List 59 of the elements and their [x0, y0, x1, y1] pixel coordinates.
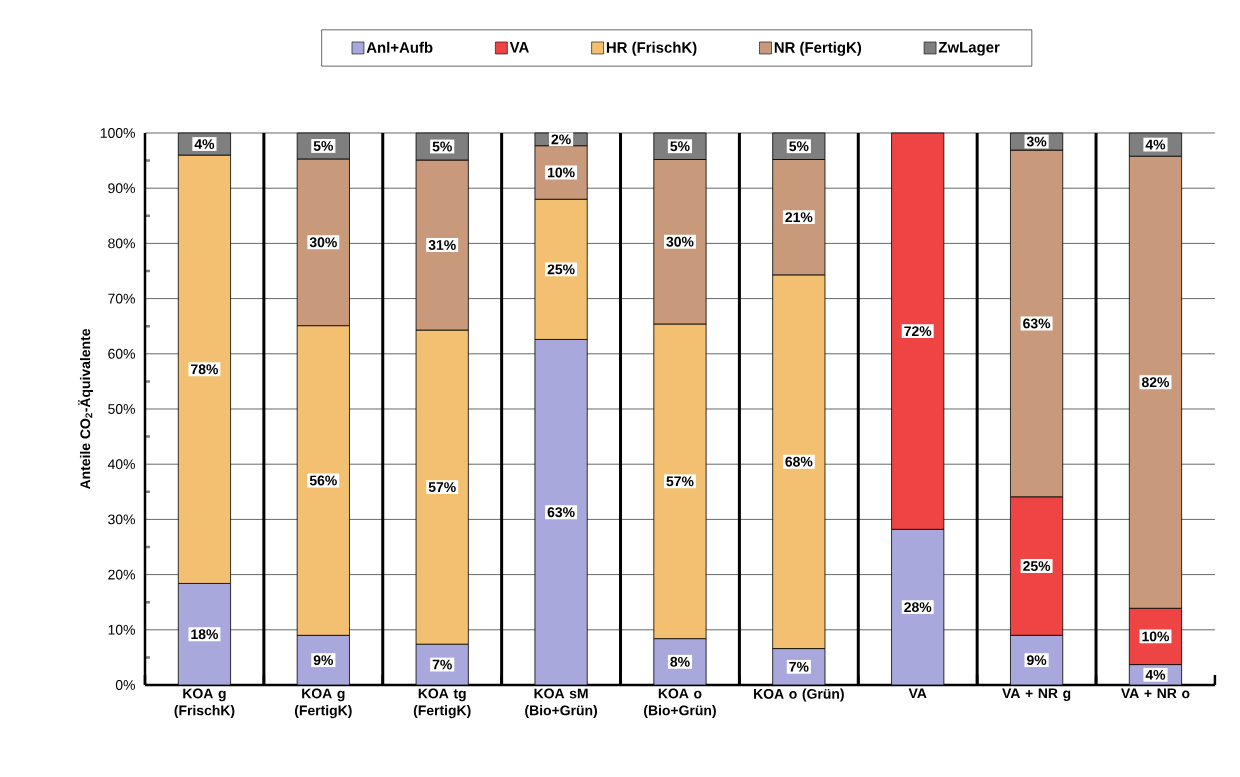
y-tick-label: 60% — [108, 348, 135, 359]
data-label: 21% — [785, 212, 813, 223]
data-label: 82% — [1141, 377, 1170, 388]
x-tick-label: KOA g (FrischK) — [174, 688, 235, 719]
y-tick-label: 90% — [108, 183, 135, 194]
data-label: 56% — [309, 475, 337, 486]
data-label: 57% — [428, 482, 456, 493]
data-label: 5% — [789, 141, 809, 152]
x-tick-label: KOA g (FertigK) — [294, 688, 352, 719]
data-label: 10% — [548, 167, 575, 178]
data-label: 10% — [1142, 631, 1170, 642]
y-tick-label: 80% — [108, 238, 135, 249]
y-tick-label: 10% — [108, 624, 135, 635]
x-tick-label: KOA tg (FertigK) — [413, 688, 471, 719]
data-label: 63% — [1023, 318, 1051, 329]
data-label: 3% — [1026, 136, 1047, 147]
data-label: 4% — [1145, 139, 1166, 150]
legend-label: HR (FrischK) — [606, 41, 697, 56]
legend-label: ZwLager — [938, 42, 1000, 56]
data-label: 18% — [191, 629, 219, 640]
legend-label: Anl+Aufb — [366, 41, 433, 53]
y-tick-label: 70% — [108, 293, 135, 304]
x-tick-label: KOA o (Bio+Grün) — [644, 688, 716, 719]
data-label: 8% — [670, 656, 690, 667]
y-tick-label: 40% — [107, 459, 135, 470]
y-tick-label: 100% — [100, 128, 135, 138]
data-label: 30% — [666, 236, 694, 247]
data-label: 28% — [904, 602, 932, 613]
y-axis-title: Anteile CO$_{2}$-Äquivalente — [78, 329, 93, 490]
y-tick-label: 20% — [108, 569, 135, 580]
data-label: 4% — [194, 139, 215, 149]
data-label: 5% — [313, 141, 334, 151]
data-label: 2% — [551, 134, 571, 145]
data-label: 31% — [428, 240, 456, 250]
data-label: 9% — [1027, 655, 1047, 666]
data-label: 63% — [547, 507, 575, 518]
y-tick-label: 30% — [108, 514, 135, 525]
data-label: 57% — [666, 476, 694, 487]
x-tick-label: KOA sM (Bio+Grün) — [525, 688, 597, 719]
data-label: 5% — [670, 141, 690, 152]
data-label: 9% — [313, 655, 334, 666]
data-label: 25% — [547, 264, 575, 275]
data-label: 30% — [309, 237, 337, 248]
data-label: 25% — [1023, 561, 1051, 571]
legend-label: VA — [509, 42, 529, 53]
x-tick-label: VA + NR g — [1002, 688, 1071, 702]
data-label: 7% — [432, 659, 452, 670]
x-tick-label: VA + NR o — [1121, 688, 1190, 699]
y-tick-label: 0% — [115, 680, 135, 690]
y-tick-label: 50% — [108, 404, 135, 414]
data-label: 4% — [1145, 669, 1166, 680]
data-label: 5% — [432, 141, 452, 152]
legend-label: NR (FertigK) — [774, 41, 862, 56]
data-label: 72% — [904, 326, 932, 337]
data-label: 78% — [191, 364, 219, 375]
data-label: 7% — [789, 661, 809, 672]
x-tick-label: KOA o (Grün) — [754, 688, 844, 702]
x-tick-label: VA — [908, 688, 927, 699]
data-label: 68% — [785, 456, 813, 467]
